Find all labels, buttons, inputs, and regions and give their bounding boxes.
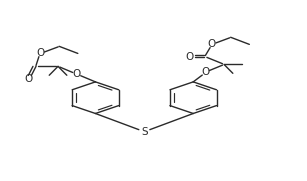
Text: O: O (186, 52, 194, 62)
Text: O: O (72, 69, 81, 79)
Text: S: S (141, 127, 148, 137)
Text: O: O (36, 49, 45, 58)
Text: O: O (201, 67, 209, 77)
Text: O: O (24, 74, 33, 84)
Text: O: O (208, 39, 216, 49)
